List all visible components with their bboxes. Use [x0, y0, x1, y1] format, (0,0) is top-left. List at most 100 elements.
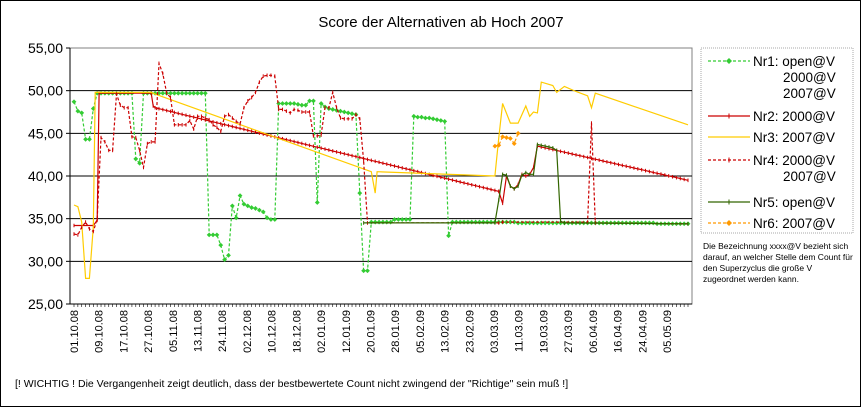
data-point — [291, 101, 297, 106]
legend-marker — [726, 220, 732, 226]
data-point — [419, 114, 424, 120]
data-point — [426, 115, 432, 121]
legend-label: Nr5: open@V — [753, 195, 835, 210]
legend-label: Nr6: 2007@V — [753, 216, 835, 231]
x-tick-label: 02.12.08 — [242, 310, 254, 353]
data-point — [361, 268, 367, 274]
data-point — [191, 90, 197, 96]
data-point — [457, 219, 463, 225]
data-point — [268, 217, 274, 222]
data-point — [334, 107, 339, 113]
data-point — [492, 143, 498, 149]
data-point — [249, 205, 255, 210]
data-point — [210, 232, 216, 238]
y-tick-label: 45,00 — [28, 125, 63, 141]
chart-title: Score der Alternativen ab Hoch 2007 — [318, 14, 563, 31]
legend-item-3: Nr3: 2007@V — [708, 130, 835, 145]
data-point — [442, 118, 448, 124]
x-tick-label: 24.11.08 — [217, 310, 229, 352]
legend-label: 2007@V — [783, 86, 836, 101]
data-point — [303, 102, 309, 108]
data-point — [338, 108, 343, 114]
x-tick-label: 11.03.09 — [514, 310, 526, 352]
x-tick-label: 09.10.08 — [94, 310, 106, 353]
data-point — [287, 101, 293, 106]
series-lines — [71, 61, 691, 279]
data-point — [299, 102, 305, 108]
series-6 — [492, 130, 521, 149]
data-point — [226, 252, 231, 258]
data-point — [71, 99, 77, 105]
data-point — [172, 90, 177, 96]
data-point — [229, 203, 235, 209]
series-5 — [363, 142, 689, 226]
data-point — [94, 90, 100, 96]
data-point — [241, 201, 247, 207]
data-point — [496, 142, 502, 148]
legend-label: Nr2: 2000@V — [753, 109, 835, 124]
data-point — [430, 116, 436, 122]
data-point — [168, 90, 173, 96]
y-axis-ticks: 55,00 50,00 45,00 40,00 35,00 30,00 25,00 — [28, 40, 692, 312]
data-point — [423, 115, 428, 121]
legend-item-6: Nr6: 2007@V — [708, 216, 835, 231]
data-point — [314, 200, 320, 205]
legend-label: 2000@V — [783, 70, 836, 85]
data-point — [415, 114, 421, 120]
annotation-note: Die Bezeichnung xxxx@V bezieht sich dara… — [703, 241, 853, 284]
data-point — [83, 136, 88, 142]
x-tick-label: 27.03.09 — [563, 310, 575, 353]
data-point — [392, 217, 397, 222]
data-point — [206, 232, 212, 238]
data-point — [407, 217, 413, 222]
data-point — [311, 98, 316, 104]
y-tick-label: 25,00 — [28, 296, 63, 312]
data-point — [507, 136, 513, 141]
data-point — [87, 136, 92, 142]
data-point — [90, 106, 96, 111]
data-point — [411, 113, 417, 119]
grid-lines — [70, 90, 692, 262]
legend-marker — [726, 58, 732, 64]
legend-label: Nr4: 2000@V — [753, 153, 835, 168]
data-point — [453, 219, 459, 225]
data-point — [272, 217, 278, 222]
data-point — [237, 193, 243, 199]
data-point — [160, 90, 166, 96]
data-point — [133, 156, 139, 162]
warning-note: [! WICHTIG ! Die Vergangenheit zeigt deu… — [15, 378, 569, 390]
data-point — [515, 130, 521, 136]
data-point — [511, 219, 517, 225]
x-tick-label: 01.10.08 — [69, 310, 81, 353]
x-tick-label: 02.01.09 — [316, 310, 328, 353]
data-point — [349, 111, 355, 117]
legend-label: Nr1: open@V — [753, 54, 835, 69]
x-tick-label: 19.03.09 — [538, 310, 550, 353]
x-tick-label: 05.05.09 — [662, 310, 674, 353]
series-2 — [73, 91, 689, 228]
data-point — [253, 206, 258, 211]
data-point — [183, 90, 189, 96]
data-point — [318, 101, 324, 106]
x-tick-label: 20.01.09 — [365, 310, 377, 353]
y-tick-label: 55,00 — [28, 40, 63, 56]
legend-item-5: Nr5: open@V — [708, 195, 835, 210]
data-point — [256, 207, 262, 213]
data-point — [75, 108, 81, 114]
series-4 — [73, 61, 689, 237]
x-tick-label: 13.02.09 — [440, 310, 452, 353]
data-point — [500, 134, 506, 140]
data-point — [283, 101, 289, 106]
data-point — [137, 160, 143, 166]
x-tick-label: 13.11.08 — [193, 310, 205, 352]
legend-label: Nr3: 2007@V — [753, 130, 835, 145]
data-point — [438, 118, 444, 123]
data-point — [199, 90, 204, 96]
x-tick-label: 17.10.08 — [118, 310, 130, 353]
data-point — [179, 90, 185, 96]
x-tick-label: 23.02.09 — [464, 310, 476, 353]
y-tick-label: 40,00 — [28, 168, 63, 184]
data-point — [395, 217, 401, 222]
